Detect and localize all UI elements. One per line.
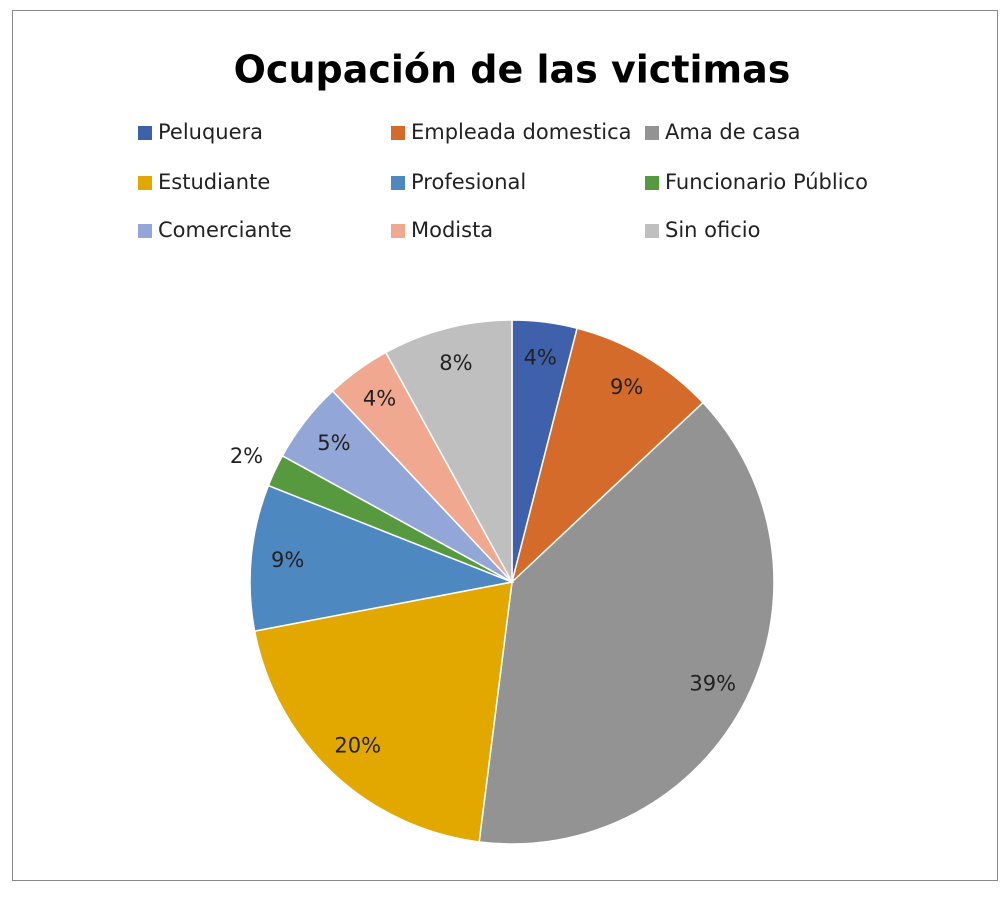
data-label: 2% [230, 444, 263, 468]
legend-label: Modista [411, 218, 493, 242]
legend-swatch [391, 126, 405, 140]
pie-slice [384, 319, 513, 583]
legend-swatch [391, 176, 405, 190]
legend-label: Funcionario Público [665, 170, 868, 194]
legend-swatch [645, 176, 659, 190]
data-label: 8% [439, 351, 472, 375]
legend-label: Empleada domestica [411, 120, 632, 144]
data-label: 9% [610, 375, 643, 399]
pie-slice [510, 327, 705, 585]
chart-title: Ocupación de las victimas [234, 48, 791, 92]
legend-label: Estudiante [158, 170, 270, 194]
data-label: 39% [689, 671, 736, 695]
legend-swatch [645, 224, 659, 238]
legend-label: Ama de casa [665, 120, 801, 144]
data-label: 20% [334, 733, 381, 757]
legend-label: Comerciante [158, 218, 292, 242]
data-label: 4% [524, 345, 557, 369]
legend-swatch [138, 176, 152, 190]
legend-swatch [645, 126, 659, 140]
pie-slice [249, 484, 515, 632]
data-label: 5% [317, 431, 350, 455]
legend-swatch [138, 224, 152, 238]
legend-label: Sin oficio [665, 218, 760, 242]
legend-swatch [138, 126, 152, 140]
data-label: 9% [271, 548, 304, 572]
data-label: 4% [363, 387, 396, 411]
legend-swatch [391, 224, 405, 238]
pie-slice [478, 401, 775, 845]
legend-label: Peluquera [158, 120, 263, 144]
legend-label: Profesional [411, 170, 526, 194]
pie-slice [253, 581, 513, 843]
